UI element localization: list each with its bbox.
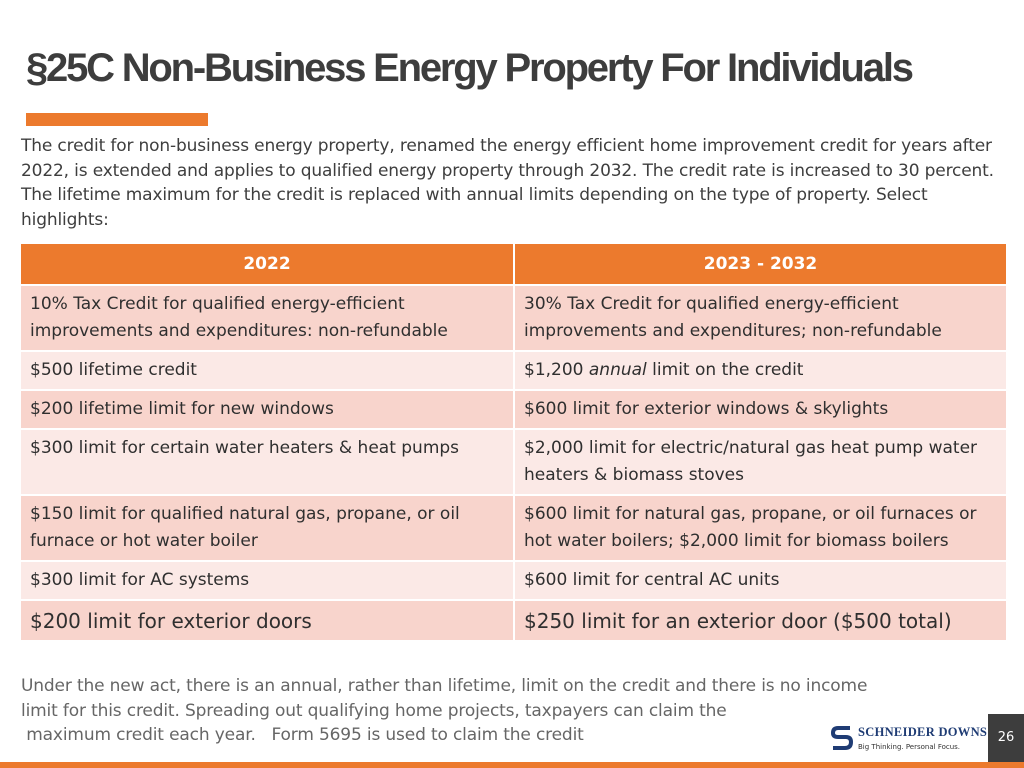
slide-title: §25C Non-Business Energy Property For In… [26, 46, 914, 90]
header-2023-2032: 2023 - 2032 [513, 242, 1008, 286]
logo-name: SCHNEIDER DOWNS [858, 725, 988, 739]
bottom-accent-bar [0, 762, 1024, 768]
cell-2022: $500 lifetime credit [19, 350, 515, 391]
cell-text-before: $1,200 [524, 360, 589, 380]
logo-tagline: Big Thinking. Personal Focus. [858, 743, 961, 751]
cell-2023-2032: $2,000 limit for electric/natural gas he… [513, 428, 1008, 496]
cell-2023-2032: $1,200 annual limit on the credit [513, 350, 1008, 391]
cell-2022: $200 lifetime limit for new windows [19, 389, 515, 430]
table-row: $200 limit for exterior doors $250 limit… [19, 599, 1008, 642]
cell-2023-2032: $600 limit for exterior windows & skylig… [513, 389, 1008, 430]
credit-comparison-table: 2022 2023 - 2032 10% Tax Credit for qual… [19, 242, 1008, 642]
header-2022: 2022 [19, 242, 515, 286]
cell-2023-2032: $600 limit for central AC units [513, 560, 1008, 601]
cell-text-after: limit on the credit [646, 360, 804, 380]
table-header-row: 2022 2023 - 2032 [19, 242, 1008, 286]
table-row: $300 limit for AC systems $600 limit for… [19, 560, 1008, 601]
table-row: 10% Tax Credit for qualified energy-effi… [19, 284, 1008, 352]
cell-2023-2032: 30% Tax Credit for qualified energy-effi… [513, 284, 1008, 352]
cell-2023-2032: $600 limit for natural gas, propane, or … [513, 494, 1008, 562]
cell-2022: $300 limit for AC systems [19, 560, 515, 601]
title-underline [26, 113, 208, 126]
table-row: $500 lifetime credit $1,200 annual limit… [19, 350, 1008, 391]
cell-2022: $300 limit for certain water heaters & h… [19, 428, 515, 496]
footer-line: limit for this credit. Spreading out qua… [21, 700, 727, 721]
footer-line: maximum credit each year. Form 5695 is u… [21, 725, 584, 745]
page-number: 26 [988, 714, 1024, 762]
table-row: $300 limit for certain water heaters & h… [19, 428, 1008, 496]
cell-2022: $200 limit for exterior doors [19, 599, 515, 642]
cell-2023-2032: $250 limit for an exterior door ($500 to… [513, 599, 1008, 642]
schneider-downs-logo: SCHNEIDER DOWNS Big Thinking. Personal F… [828, 716, 987, 760]
logo-mark-icon [830, 726, 854, 750]
cell-2022: 10% Tax Credit for qualified energy-effi… [19, 284, 515, 352]
cell-text-italic: annual [588, 360, 647, 380]
cell-2022: $150 limit for qualified natural gas, pr… [19, 494, 515, 562]
footer-line: Under the new act, there is an annual, r… [21, 676, 868, 696]
footer-paragraph: Under the new act, there is an annual, r… [21, 674, 1001, 748]
table-row: $200 lifetime limit for new windows $600… [19, 389, 1008, 430]
table-row: $150 limit for qualified natural gas, pr… [19, 494, 1008, 562]
intro-paragraph: The credit for non-business energy prope… [21, 136, 994, 230]
